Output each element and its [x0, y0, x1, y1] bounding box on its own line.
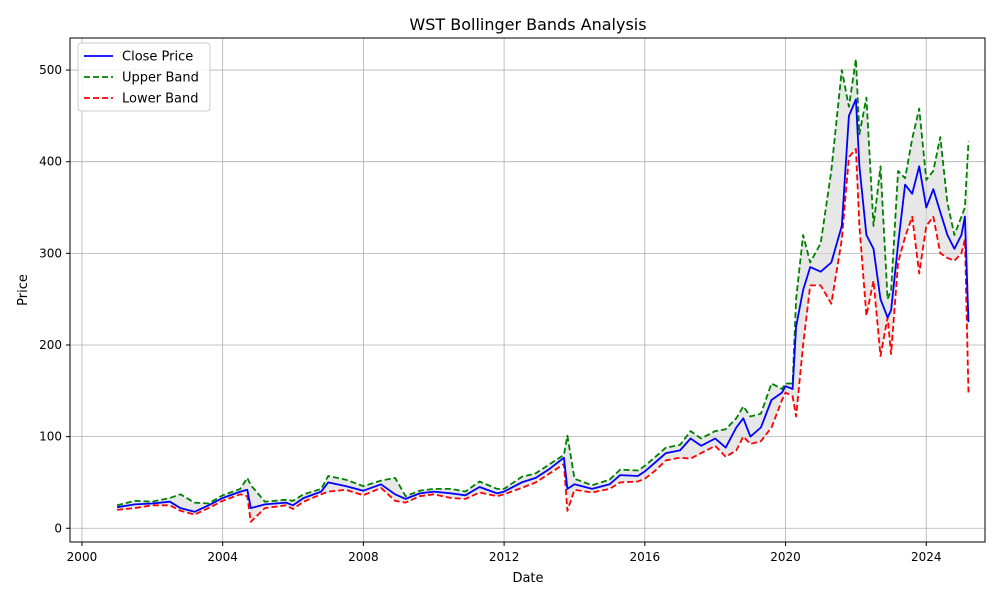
band-fill — [117, 59, 969, 522]
series-line-close-price — [116, 98, 970, 513]
legend-label: Close Price — [122, 50, 193, 65]
x-axis-label: Date — [512, 571, 543, 586]
y-tick-label: 100 — [39, 430, 62, 444]
series-line-upper-band — [116, 58, 970, 507]
x-tick-label: 2016 — [630, 550, 661, 564]
y-tick-label: 300 — [39, 246, 62, 260]
x-tick-label: 2004 — [207, 550, 238, 564]
x-tick-label: 2020 — [770, 550, 801, 564]
plot-area: 2000 2004 2008 2012 2016 2020 2024 0 100 200 300 40… — [39, 37, 986, 564]
x-tick-label: 2024 — [911, 550, 942, 564]
y-tick-label: 500 — [39, 63, 62, 77]
x-tick-label: 2008 — [348, 550, 379, 564]
y-tick-label: 200 — [39, 338, 62, 352]
chart-title: WST Bollinger Bands Analysis — [409, 15, 646, 34]
y-axis-label: Price — [16, 274, 31, 306]
series-line-lower-band — [117, 147, 970, 523]
x-tick-label: 2012 — [489, 550, 520, 564]
legend-label: Lower Band — [122, 92, 198, 107]
legend-label: Upper Band — [122, 71, 199, 86]
axes-frame — [69, 37, 986, 543]
y-tick-label: 400 — [39, 155, 62, 169]
x-tick-label: 2000 — [67, 550, 98, 564]
legend-box — [77, 42, 211, 112]
y-tick-label: 0 — [54, 521, 62, 535]
